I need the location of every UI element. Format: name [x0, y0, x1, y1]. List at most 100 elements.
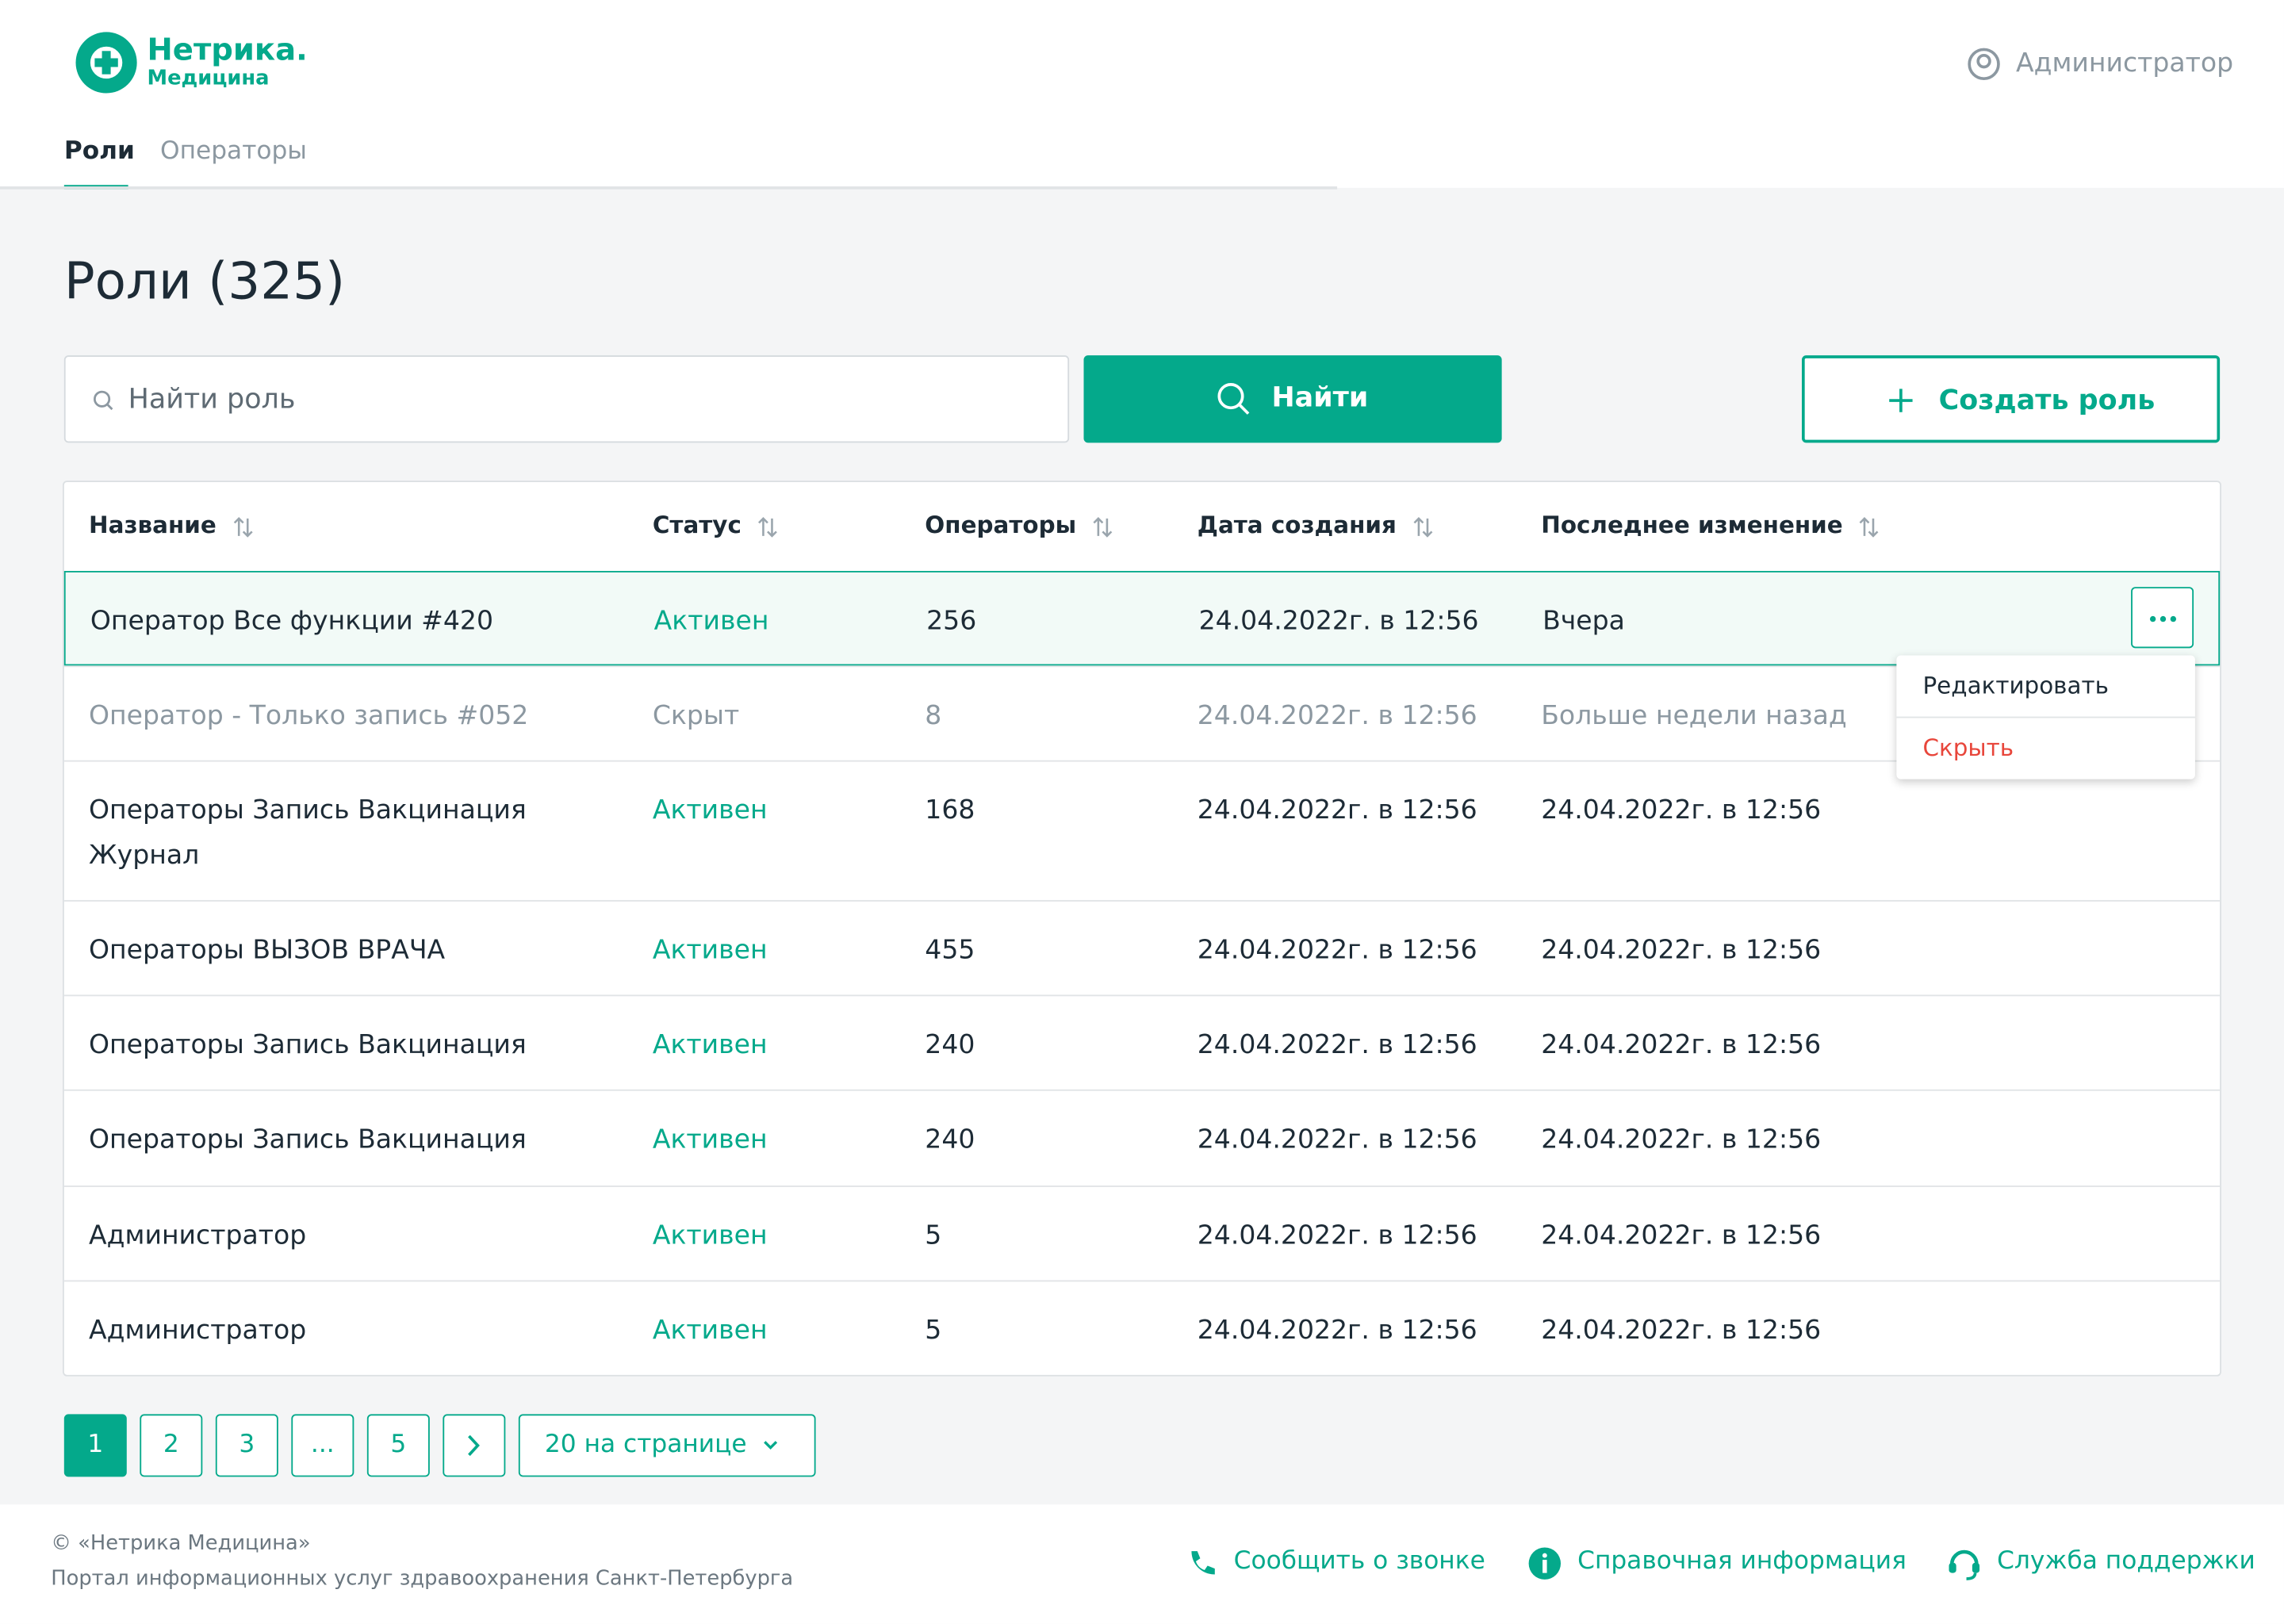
per-page-label: 20 на странице [544, 1430, 747, 1460]
per-page-select[interactable]: 20 на странице [518, 1414, 816, 1477]
logo-text: Нетрика. [147, 32, 308, 67]
table-cell: 24.04.2022г. в 12:56 [1541, 935, 1822, 966]
table-cell: Операторы Запись Вакцинация Журнал [89, 795, 527, 871]
column-header[interactable]: Дата создания [1198, 511, 1435, 539]
footer-link[interactable]: Справочная информация [1577, 1546, 1907, 1576]
table-cell: Активен [652, 935, 768, 966]
header-label: Статус [652, 511, 742, 539]
search-button[interactable]: Найти [1083, 355, 1502, 443]
search-input[interactable]: Найти роль [63, 355, 1070, 443]
sort-icon [232, 516, 252, 537]
roles-table: Название Статус Операторы Дата создания Посл… [62, 481, 2221, 1377]
support-icon [1949, 1549, 1980, 1580]
table-cell: Администратор [89, 1220, 307, 1251]
sort-icon [758, 516, 777, 537]
page-button[interactable]: 3 [215, 1414, 278, 1477]
table-cell: 24.04.2022г. в 12:56 [1197, 795, 1477, 826]
tab[interactable]: Операторы [160, 136, 307, 167]
table-row[interactable]: Операторы ВЫЗОВ ВРАЧА Активен 455 24.04.202… [63, 900, 2221, 994]
search-icon [1217, 383, 1250, 415]
user-name[interactable]: Администратор [2015, 48, 2234, 79]
footer: © «Нетрика Медицина» Портал информационн… [0, 1504, 2284, 1624]
menu-item[interactable]: Скрыть [1922, 733, 2014, 762]
table-row[interactable]: Операторы Запись Вакцинация Активен 240 24.… [63, 1089, 2221, 1185]
table-row[interactable]: Администратор Активен 5 24.04.2022г. в 12:5… [63, 1280, 2221, 1374]
user-icon [1968, 48, 2000, 81]
page-button[interactable]: 2 [140, 1414, 203, 1477]
column-header[interactable]: Статус [653, 511, 780, 539]
table-cell: 24.04.2022г. в 12:56 [1541, 1220, 1822, 1251]
chevron-icon [764, 1441, 778, 1450]
table-cell: Активен [652, 1029, 768, 1061]
table-cell: 240 [925, 1029, 975, 1061]
menu-divider [1896, 716, 2195, 718]
table-row[interactable]: Оператор Все функции #420 Активен 256 24.04… [63, 570, 2221, 666]
menu-item[interactable]: Редактировать [1922, 671, 2109, 699]
table-cell: Оператор Все функции #420 [90, 606, 494, 637]
table-cell: Активен [652, 1124, 768, 1155]
table-row[interactable]: Администратор Активен 5 24.04.2022г. в 12:5… [63, 1185, 2221, 1280]
table-cell: 24.04.2022г. в 12:56 [1197, 1315, 1477, 1346]
table-row[interactable]: Оператор - Только запись #052 Скрыт 8 24.04… [63, 665, 2221, 760]
table-cell: 24.04.2022г. в 12:56 [1541, 1315, 1822, 1346]
table-cell: 24.04.2022г. в 12:56 [1197, 1029, 1477, 1061]
table-row[interactable]: Операторы Запись Вакцинация Журнал Активе… [63, 760, 2221, 900]
table-cell: Активен [652, 1220, 768, 1251]
page-button[interactable]: ... [291, 1414, 354, 1477]
dots-icon [2149, 615, 2177, 622]
table-cell: Операторы Запись Вакцинация [89, 1124, 527, 1155]
table-cell: 240 [925, 1124, 975, 1155]
table-cell: Скрыт [652, 700, 740, 732]
header-label: Дата создания [1197, 511, 1397, 539]
header: Нетрика. Медицина Администратор Роли Опе… [0, 0, 2284, 190]
logo-text: Медицина [147, 67, 270, 90]
column-header[interactable]: Название [89, 511, 255, 539]
table-cell: Операторы ВЫЗОВ ВРАЧА [89, 935, 446, 966]
column-header[interactable]: Операторы [925, 511, 1114, 539]
table-cell: 5 [925, 1315, 942, 1346]
page-button[interactable]: 1 [63, 1414, 127, 1477]
tab[interactable]: Роли [63, 136, 135, 167]
table-cell: 24.04.2022г. в 12:56 [1198, 606, 1479, 637]
table-cell: 168 [925, 795, 975, 826]
table-cell: 24.04.2022г. в 12:56 [1197, 1220, 1477, 1251]
table-cell: 8 [925, 700, 942, 732]
header-label: Последнее изменение [1541, 511, 1843, 539]
page-title: Роли (325) [63, 253, 346, 312]
footer-link[interactable]: Служба поддержки [1997, 1546, 2255, 1576]
table-cell: 455 [925, 935, 975, 966]
table-cell: 5 [925, 1220, 942, 1251]
header-label: Операторы [925, 511, 1077, 539]
header-label: Название [89, 511, 217, 539]
plus-icon [1889, 389, 1913, 412]
portal-text: Портал информационных услуг здравоохране… [51, 1567, 794, 1591]
table-cell: 256 [926, 606, 977, 637]
table-row[interactable]: Операторы Запись Вакцинация Активен 240 24.… [63, 994, 2221, 1089]
button-label: Создать роль [1938, 384, 2156, 417]
sort-icon [1859, 516, 1879, 537]
button-label: Найти [1271, 381, 1369, 414]
logo-icon [75, 32, 137, 94]
footer-link[interactable]: Сообщить о звонке [1233, 1546, 1485, 1576]
info-icon [1528, 1547, 1562, 1580]
next-page-button[interactable] [443, 1414, 506, 1477]
table-cell: Больше недели назад [1541, 700, 1847, 732]
create-button[interactable]: Создать роль [1801, 355, 2221, 443]
table-cell: 24.04.2022г. в 12:56 [1541, 795, 1822, 826]
table-cell: Оператор - Только запись #052 [89, 700, 529, 732]
row-actions-button[interactable] [2131, 587, 2194, 649]
column-header[interactable]: Последнее изменение [1541, 511, 1880, 539]
table-cell: 24.04.2022г. в 12:56 [1197, 700, 1477, 732]
row-menu: Редактировать Скрыть [1896, 655, 2195, 779]
page-button[interactable]: 5 [366, 1414, 430, 1477]
table-cell: 24.04.2022г. в 12:56 [1541, 1124, 1822, 1155]
table-cell: Активен [653, 606, 769, 637]
placeholder: Найти роль [128, 383, 296, 416]
table-cell: 24.04.2022г. в 12:56 [1197, 935, 1477, 966]
sort-icon [1093, 516, 1113, 537]
chevron-icon [468, 1434, 480, 1457]
table-cell: Операторы Запись Вакцинация [89, 1029, 527, 1061]
